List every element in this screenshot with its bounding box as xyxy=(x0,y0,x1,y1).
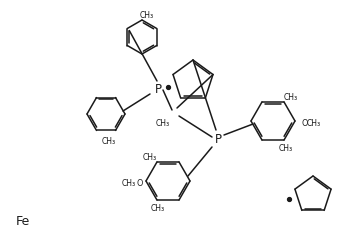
Text: O: O xyxy=(137,179,143,188)
Text: CH₃: CH₃ xyxy=(284,93,298,102)
Text: CH₃: CH₃ xyxy=(143,153,157,162)
Text: CH₃: CH₃ xyxy=(140,12,154,20)
Text: Fe: Fe xyxy=(16,215,30,228)
Text: CH₃: CH₃ xyxy=(122,179,136,188)
Text: P: P xyxy=(154,83,162,96)
Text: CH₃: CH₃ xyxy=(156,119,170,128)
Text: O: O xyxy=(301,119,307,128)
Text: CH₃: CH₃ xyxy=(102,137,116,146)
Text: CH₃: CH₃ xyxy=(151,204,165,213)
Text: CH₃: CH₃ xyxy=(307,119,321,128)
Text: P: P xyxy=(215,133,221,146)
Text: CH₃: CH₃ xyxy=(279,144,293,153)
